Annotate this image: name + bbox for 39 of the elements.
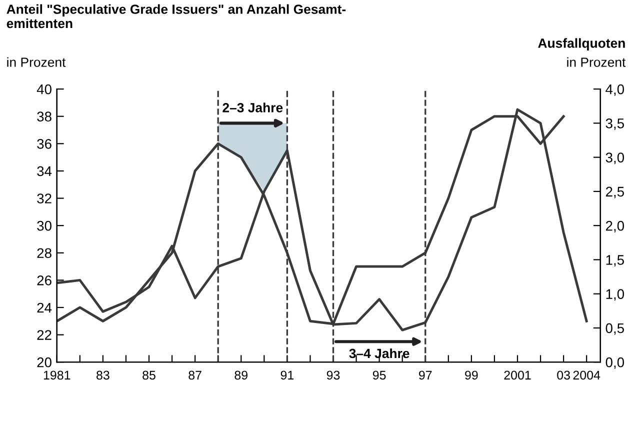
y-tick-label: 22 — [37, 330, 52, 340]
annotation: 3–4 Jahre — [349, 348, 410, 358]
text: in Prozent — [7, 57, 66, 67]
y-tick-label: 32 — [37, 194, 52, 204]
y2-tick-label: 0,0 — [606, 357, 624, 369]
x-tick-label: 95 — [372, 370, 386, 380]
y-tick-label: 26 — [37, 276, 52, 286]
y-tick-label: 24 — [37, 302, 52, 313]
y-tick-label: 40 — [36, 84, 52, 94]
annotation: 2–3 Jahre — [222, 102, 283, 112]
y2-tick-label: 3,5 — [606, 118, 624, 130]
x-tick-label: 2004 — [573, 370, 600, 380]
y-axis-title: Anteil "Speculative Grade Issuers" an Anzahl Gesamt- emittenten — [6, 4, 346, 28]
x-tick-label: 91 — [280, 370, 294, 380]
y-tick-label: 30 — [37, 220, 52, 231]
y2-tick-label: 1,0 — [606, 289, 624, 301]
x-tick-label: 1981 — [44, 370, 70, 380]
x-tick-label: 89 — [234, 370, 248, 380]
y2-tick-label: 2,0 — [606, 220, 624, 232]
y-tick-label: 38 — [37, 112, 52, 122]
y-tick-label: 36 — [37, 138, 52, 149]
x-tick-label: 97 — [419, 370, 432, 380]
x-tick-label: 85 — [142, 370, 156, 380]
y2-tick-label: 1,5 — [606, 255, 624, 267]
text: in Prozent — [567, 57, 626, 67]
y-tick-label: 34 — [37, 166, 52, 176]
y-tick-label: 20 — [37, 357, 52, 368]
x-tick-label: 99 — [465, 370, 478, 380]
y2-tick-label: 3,0 — [606, 152, 624, 164]
y2-tick-label: 4,0 — [606, 84, 624, 96]
x-tick-label: 2001 — [504, 370, 531, 380]
x-tick-label: 03 — [557, 370, 570, 380]
y2-tick-label: 0,5 — [606, 323, 624, 335]
y2-axis-title: Ausfallquoten — [538, 38, 625, 50]
y2-tick-label: 2,5 — [606, 186, 624, 198]
x-tick-label: 93 — [326, 370, 340, 380]
x-tick-label: 83 — [96, 370, 110, 380]
x-tick-label: 87 — [188, 370, 202, 380]
y-tick-label: 28 — [37, 248, 52, 258]
